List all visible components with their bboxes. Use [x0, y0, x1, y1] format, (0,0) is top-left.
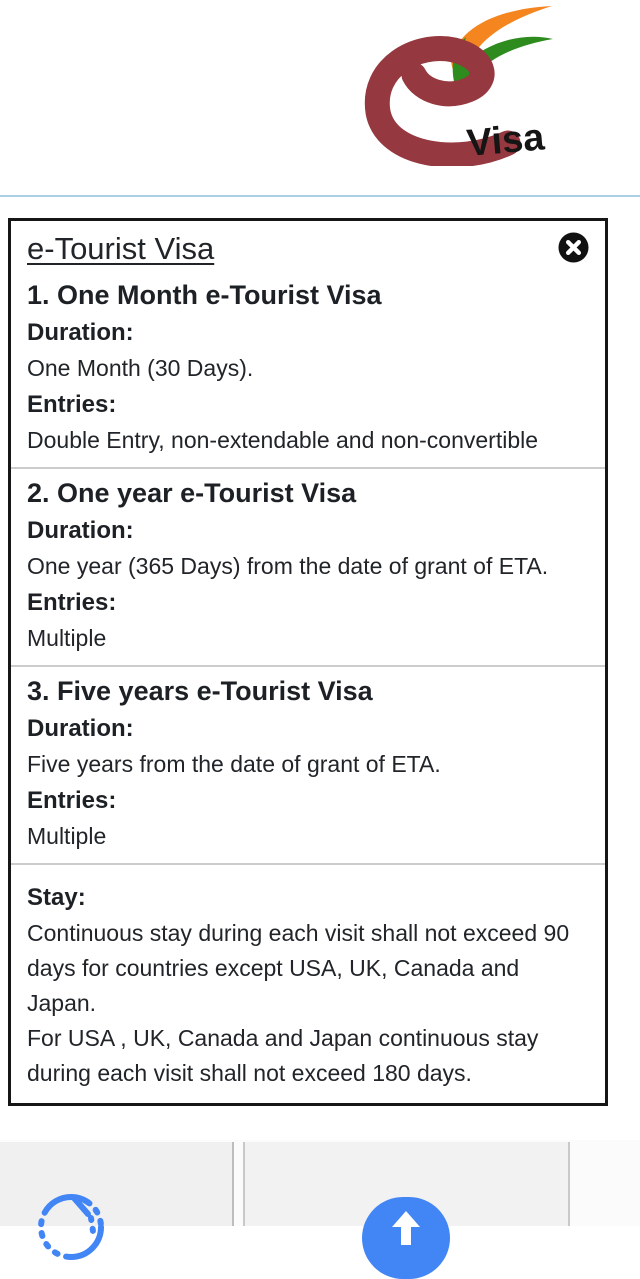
- modal-header: e-Tourist Visa: [11, 221, 605, 271]
- evisa-logo: Visa: [358, 4, 560, 168]
- duration-label: Duration:: [27, 319, 134, 346]
- visa-section-five-years: 3. Five years e-Tourist Visa Duration: F…: [11, 667, 605, 865]
- duration-label: Duration:: [27, 517, 134, 544]
- duration-label: Duration:: [27, 715, 134, 742]
- duration-value: Five years from the date of grant of ETA…: [27, 751, 441, 777]
- header-divider: [0, 195, 640, 197]
- section-heading: 1. One Month e-Tourist Visa: [27, 280, 382, 310]
- close-icon: [558, 232, 589, 263]
- visa-section-one-month: 1. One Month e-Tourist Visa Duration: On…: [11, 271, 605, 469]
- section-heading: 3. Five years e-Tourist Visa: [27, 676, 373, 706]
- stay-text-line2: For USA , UK, Canada and Japan continuou…: [27, 1025, 539, 1086]
- stay-label: Stay:: [27, 884, 86, 911]
- evisa-logo-graphic: Visa: [364, 6, 553, 168]
- entries-value: Multiple: [27, 823, 107, 849]
- logo-visa-text: Visa: [465, 116, 547, 165]
- background-card-left: [0, 1142, 234, 1226]
- etourist-visa-modal: e-Tourist Visa 1. One Month e-Tourist Vi…: [8, 218, 608, 1106]
- upload-button[interactable]: [362, 1197, 450, 1279]
- entries-label: Entries:: [27, 391, 117, 418]
- section-heading: 2. One year e-Tourist Visa: [27, 478, 357, 508]
- duration-value: One year (365 Days) from the date of gra…: [27, 553, 549, 579]
- close-button[interactable]: [558, 232, 589, 263]
- modal-title: e-Tourist Visa: [27, 231, 215, 266]
- duration-value: One Month (30 Days).: [27, 355, 254, 381]
- entries-label: Entries:: [27, 589, 117, 616]
- stay-section: Stay: Continuous stay during each visit …: [11, 865, 605, 1103]
- history-clock-icon: [36, 1190, 106, 1260]
- entries-label: Entries:: [27, 787, 117, 814]
- stay-text-line1: Continuous stay during each visit shall …: [27, 920, 570, 1016]
- logo-e-stroke: [364, 36, 521, 168]
- visa-section-one-year: 2. One year e-Tourist Visa Duration: One…: [11, 469, 605, 667]
- entries-value: Multiple: [27, 625, 107, 651]
- upload-arrow-icon: [392, 1211, 420, 1245]
- entries-value: Double Entry, non-extendable and non-con…: [27, 427, 539, 453]
